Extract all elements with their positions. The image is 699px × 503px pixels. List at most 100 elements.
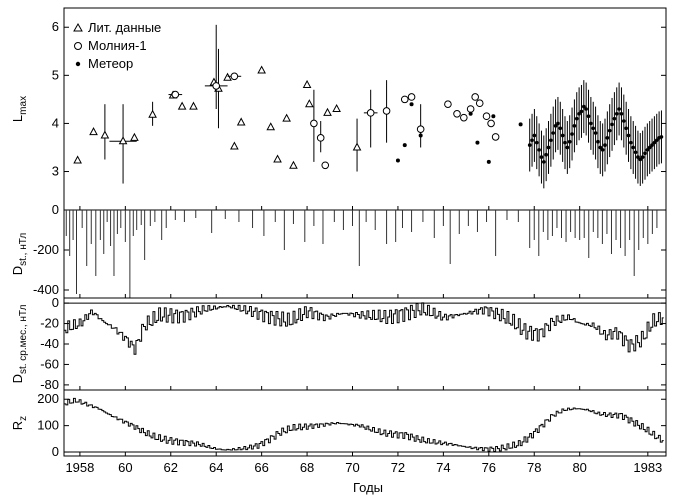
y-tick-label: -20 xyxy=(40,316,59,331)
molniya-point xyxy=(487,119,495,128)
meteor-point xyxy=(574,116,579,121)
meteor-point xyxy=(549,138,553,143)
meteor-point xyxy=(486,159,491,164)
y-axis-label-main: D xyxy=(10,374,25,383)
panel-lmax: 3 4 5 6 Lmax Лит. данные Молния-1 Метеор xyxy=(10,7,667,211)
lit-point xyxy=(189,101,198,110)
meteor-point xyxy=(617,107,621,111)
molniya-point xyxy=(482,112,491,121)
meteor-point xyxy=(395,158,400,163)
meteor-point xyxy=(596,139,600,144)
legend-dot-marker xyxy=(75,61,81,67)
y-axis-label-sub: st. ср.мес., нТл xyxy=(18,304,29,374)
meteor-point xyxy=(418,133,423,138)
meteor-point xyxy=(614,112,619,116)
y-tick-label: -60 xyxy=(40,356,59,371)
meteor-point xyxy=(640,155,645,159)
meteor-point xyxy=(607,128,612,133)
y-axis-label: Rz xyxy=(10,416,29,430)
meteor-point xyxy=(544,152,548,157)
x-tick-label: 70 xyxy=(345,460,359,475)
meteor-point xyxy=(556,121,560,126)
meteor-point xyxy=(579,109,584,114)
meteor-point xyxy=(563,140,567,145)
molniya-point xyxy=(310,119,318,128)
molniya-point xyxy=(171,90,180,99)
meteor-point xyxy=(518,122,523,127)
meteor-point xyxy=(546,145,551,150)
legend-circle-marker xyxy=(74,42,82,50)
panel-frame xyxy=(63,389,667,457)
meteor-point xyxy=(539,155,544,159)
y-tick-label: -200 xyxy=(33,242,59,257)
molniya-point xyxy=(366,109,375,117)
panel-frame xyxy=(63,209,667,299)
y-tick-label: -80 xyxy=(40,377,59,392)
lit-point xyxy=(302,79,312,88)
molniya-point xyxy=(416,125,425,133)
meteor-point xyxy=(610,122,614,127)
x-tick-label: 64 xyxy=(209,460,223,475)
molniya-point xyxy=(471,93,479,101)
lit-point xyxy=(236,117,246,126)
x-tick-label: 78 xyxy=(527,460,541,475)
lit-point xyxy=(73,155,82,164)
lit-point xyxy=(148,109,157,118)
meteor-point xyxy=(633,150,638,155)
meteor-point xyxy=(593,131,598,135)
meteor-point xyxy=(553,124,558,128)
y-tick-label: 3 xyxy=(52,164,59,179)
x-tick-label: 68 xyxy=(300,460,314,475)
x-tick-label: 1958 xyxy=(65,460,94,475)
panel-dstavg: 0 -20 -40 -60 -80 Dst. ср.мес., нТл xyxy=(10,295,667,392)
meteor-point xyxy=(560,133,565,138)
panel-rz: 200 100 0 Rz xyxy=(10,389,667,459)
legend-label: Лит. данные xyxy=(88,20,161,35)
meteor-point xyxy=(600,148,605,152)
meteor-point xyxy=(582,104,586,109)
molniya-point xyxy=(475,99,484,108)
molniya-point xyxy=(453,110,461,118)
lit-point xyxy=(223,72,232,81)
meteor-point xyxy=(654,138,659,143)
meteor-point xyxy=(475,140,480,145)
lit-point xyxy=(230,141,239,150)
lit-point xyxy=(273,154,282,163)
meteor-point xyxy=(631,145,636,150)
y-axis-label-sub: st., нТл xyxy=(18,233,29,266)
meteor-point xyxy=(558,126,563,131)
meteor-point xyxy=(530,138,534,143)
y-tick-label: 100 xyxy=(37,418,59,433)
meteor-point xyxy=(645,148,650,152)
meteor-point xyxy=(612,116,617,121)
molniya-point xyxy=(382,107,391,115)
x-tick-label: 72 xyxy=(391,460,405,475)
lit-point xyxy=(289,160,298,169)
meteor-point xyxy=(584,107,588,111)
meteor-point xyxy=(534,140,539,145)
y-tick-label: 6 xyxy=(52,19,59,34)
meteor-point xyxy=(586,114,591,119)
x-axis-label: Годы xyxy=(353,480,383,495)
meteor-point xyxy=(537,148,541,152)
y-tick-label: 5 xyxy=(52,67,59,82)
y-tick-label: 200 xyxy=(37,391,59,406)
y-axis-label: Lmax xyxy=(10,96,29,122)
meteor-point xyxy=(603,143,607,147)
y-axis-label-main: R xyxy=(10,421,25,430)
meteor-point xyxy=(626,133,631,138)
meteor-point xyxy=(598,145,603,150)
lit-point xyxy=(118,136,128,145)
panel-dst: 0 -200 -400 Dst., нТл xyxy=(10,202,667,299)
x-tick-label: 76 xyxy=(482,460,496,475)
meteor-point xyxy=(532,133,537,138)
legend-label: Метеор xyxy=(88,56,133,71)
y-axis-label: Dst., нТл xyxy=(10,233,29,276)
meteor-point xyxy=(643,151,647,156)
molniya-point xyxy=(316,134,325,142)
molniya-point xyxy=(444,100,452,108)
x-tick-label: 66 xyxy=(254,460,268,475)
lit-point xyxy=(332,103,341,112)
meteor-point xyxy=(652,140,657,145)
meteor-point xyxy=(659,135,664,139)
